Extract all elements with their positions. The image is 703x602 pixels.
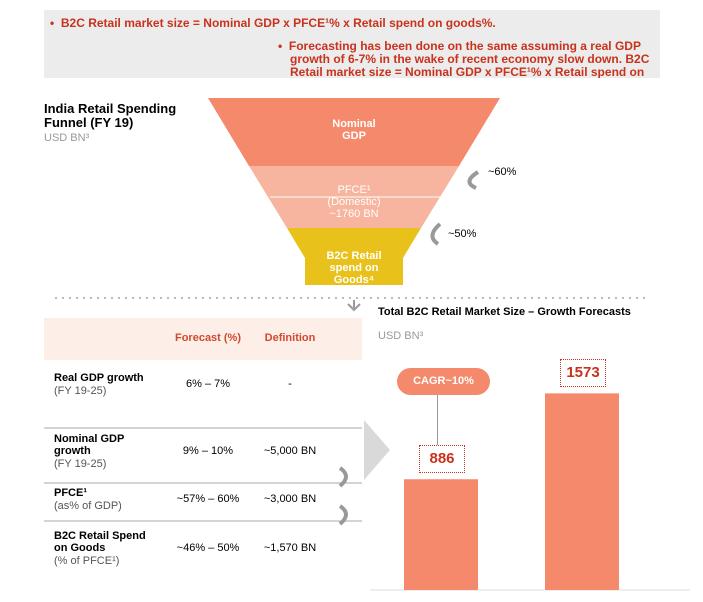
step-label: ~60% <box>488 166 517 178</box>
bullet-text: B2C Retail market size = Nominal GDP x P… <box>60 16 496 30</box>
unit: USD BN³ <box>44 132 90 144</box>
definition: ~5,000 BN <box>263 445 317 457</box>
forecast: ~46% – 50% <box>176 542 240 554</box>
funnel-level <box>287 228 421 258</box>
header-box: • B2C Retail market size = Nominal GDP x… <box>44 10 660 78</box>
chart-unit: USD BN³ <box>378 330 424 342</box>
arrow <box>338 466 348 526</box>
cagr-pill: CAGR~10% <box>397 368 490 395</box>
row-sub: (FY 19-25) <box>54 458 107 470</box>
chevron <box>364 420 390 480</box>
value-label: 886 <box>419 445 465 474</box>
row-label: B2C Retail Spend on Goods <box>54 530 146 554</box>
arrow <box>430 222 442 246</box>
arrow <box>347 300 361 312</box>
funnel-label: PFCE¹ (Domestic) ~1760 BN <box>287 184 421 220</box>
funnel-label: B2C Retail spend on Goods⁴ <box>305 250 403 285</box>
funnel-label: Nominal GDP <box>249 118 459 142</box>
forecast: ~57% – 60% <box>176 493 240 505</box>
row-sub: (% of PFCE¹) <box>54 555 120 567</box>
value-label: 1573 <box>560 359 606 388</box>
bar <box>404 479 478 590</box>
funnel-level <box>208 98 500 166</box>
funnel-title: India Retail Spending Funnel (FY 19) USD … <box>44 102 204 145</box>
bullet: • B2C Retail market size = Nominal GDP x… <box>50 16 496 30</box>
step-label: ~50% <box>448 228 477 240</box>
column-header: Definition <box>264 332 316 344</box>
definition: - <box>288 378 292 390</box>
forecast: 9% – 10% <box>182 445 234 457</box>
row-sub: (FY 19-25) <box>54 385 107 397</box>
chart-title: Total B2C Retail Market Size – Growth Fo… <box>378 306 631 318</box>
arrow <box>467 170 480 190</box>
bar <box>545 393 619 590</box>
label: Nominal GDP <box>332 118 376 142</box>
definition: ~3,000 BN <box>263 493 317 505</box>
label: PFCE¹ (Domestic) ~1760 BN <box>327 184 381 220</box>
bullet-text: Forecasting has been done on the same as… <box>288 39 650 79</box>
row-label: Nominal GDP growth <box>54 433 125 457</box>
row-label: Real GDP growth <box>54 372 144 384</box>
forecast: 6% – 7% <box>185 378 231 390</box>
definition: ~1,570 BN <box>263 542 317 554</box>
label: B2C Retail spend on Goods⁴ <box>326 250 382 285</box>
bullet: • Forecasting has been done on the same … <box>278 39 650 79</box>
connector <box>437 395 438 451</box>
funnel-level <box>305 258 403 285</box>
row-sub: (as% of GDP) <box>54 500 122 512</box>
title: India Retail Spending Funnel (FY 19) <box>44 101 177 130</box>
table-header-bg <box>44 318 362 360</box>
row-label: PFCE¹ <box>54 487 87 499</box>
column-header: Forecast (%) <box>174 332 242 344</box>
